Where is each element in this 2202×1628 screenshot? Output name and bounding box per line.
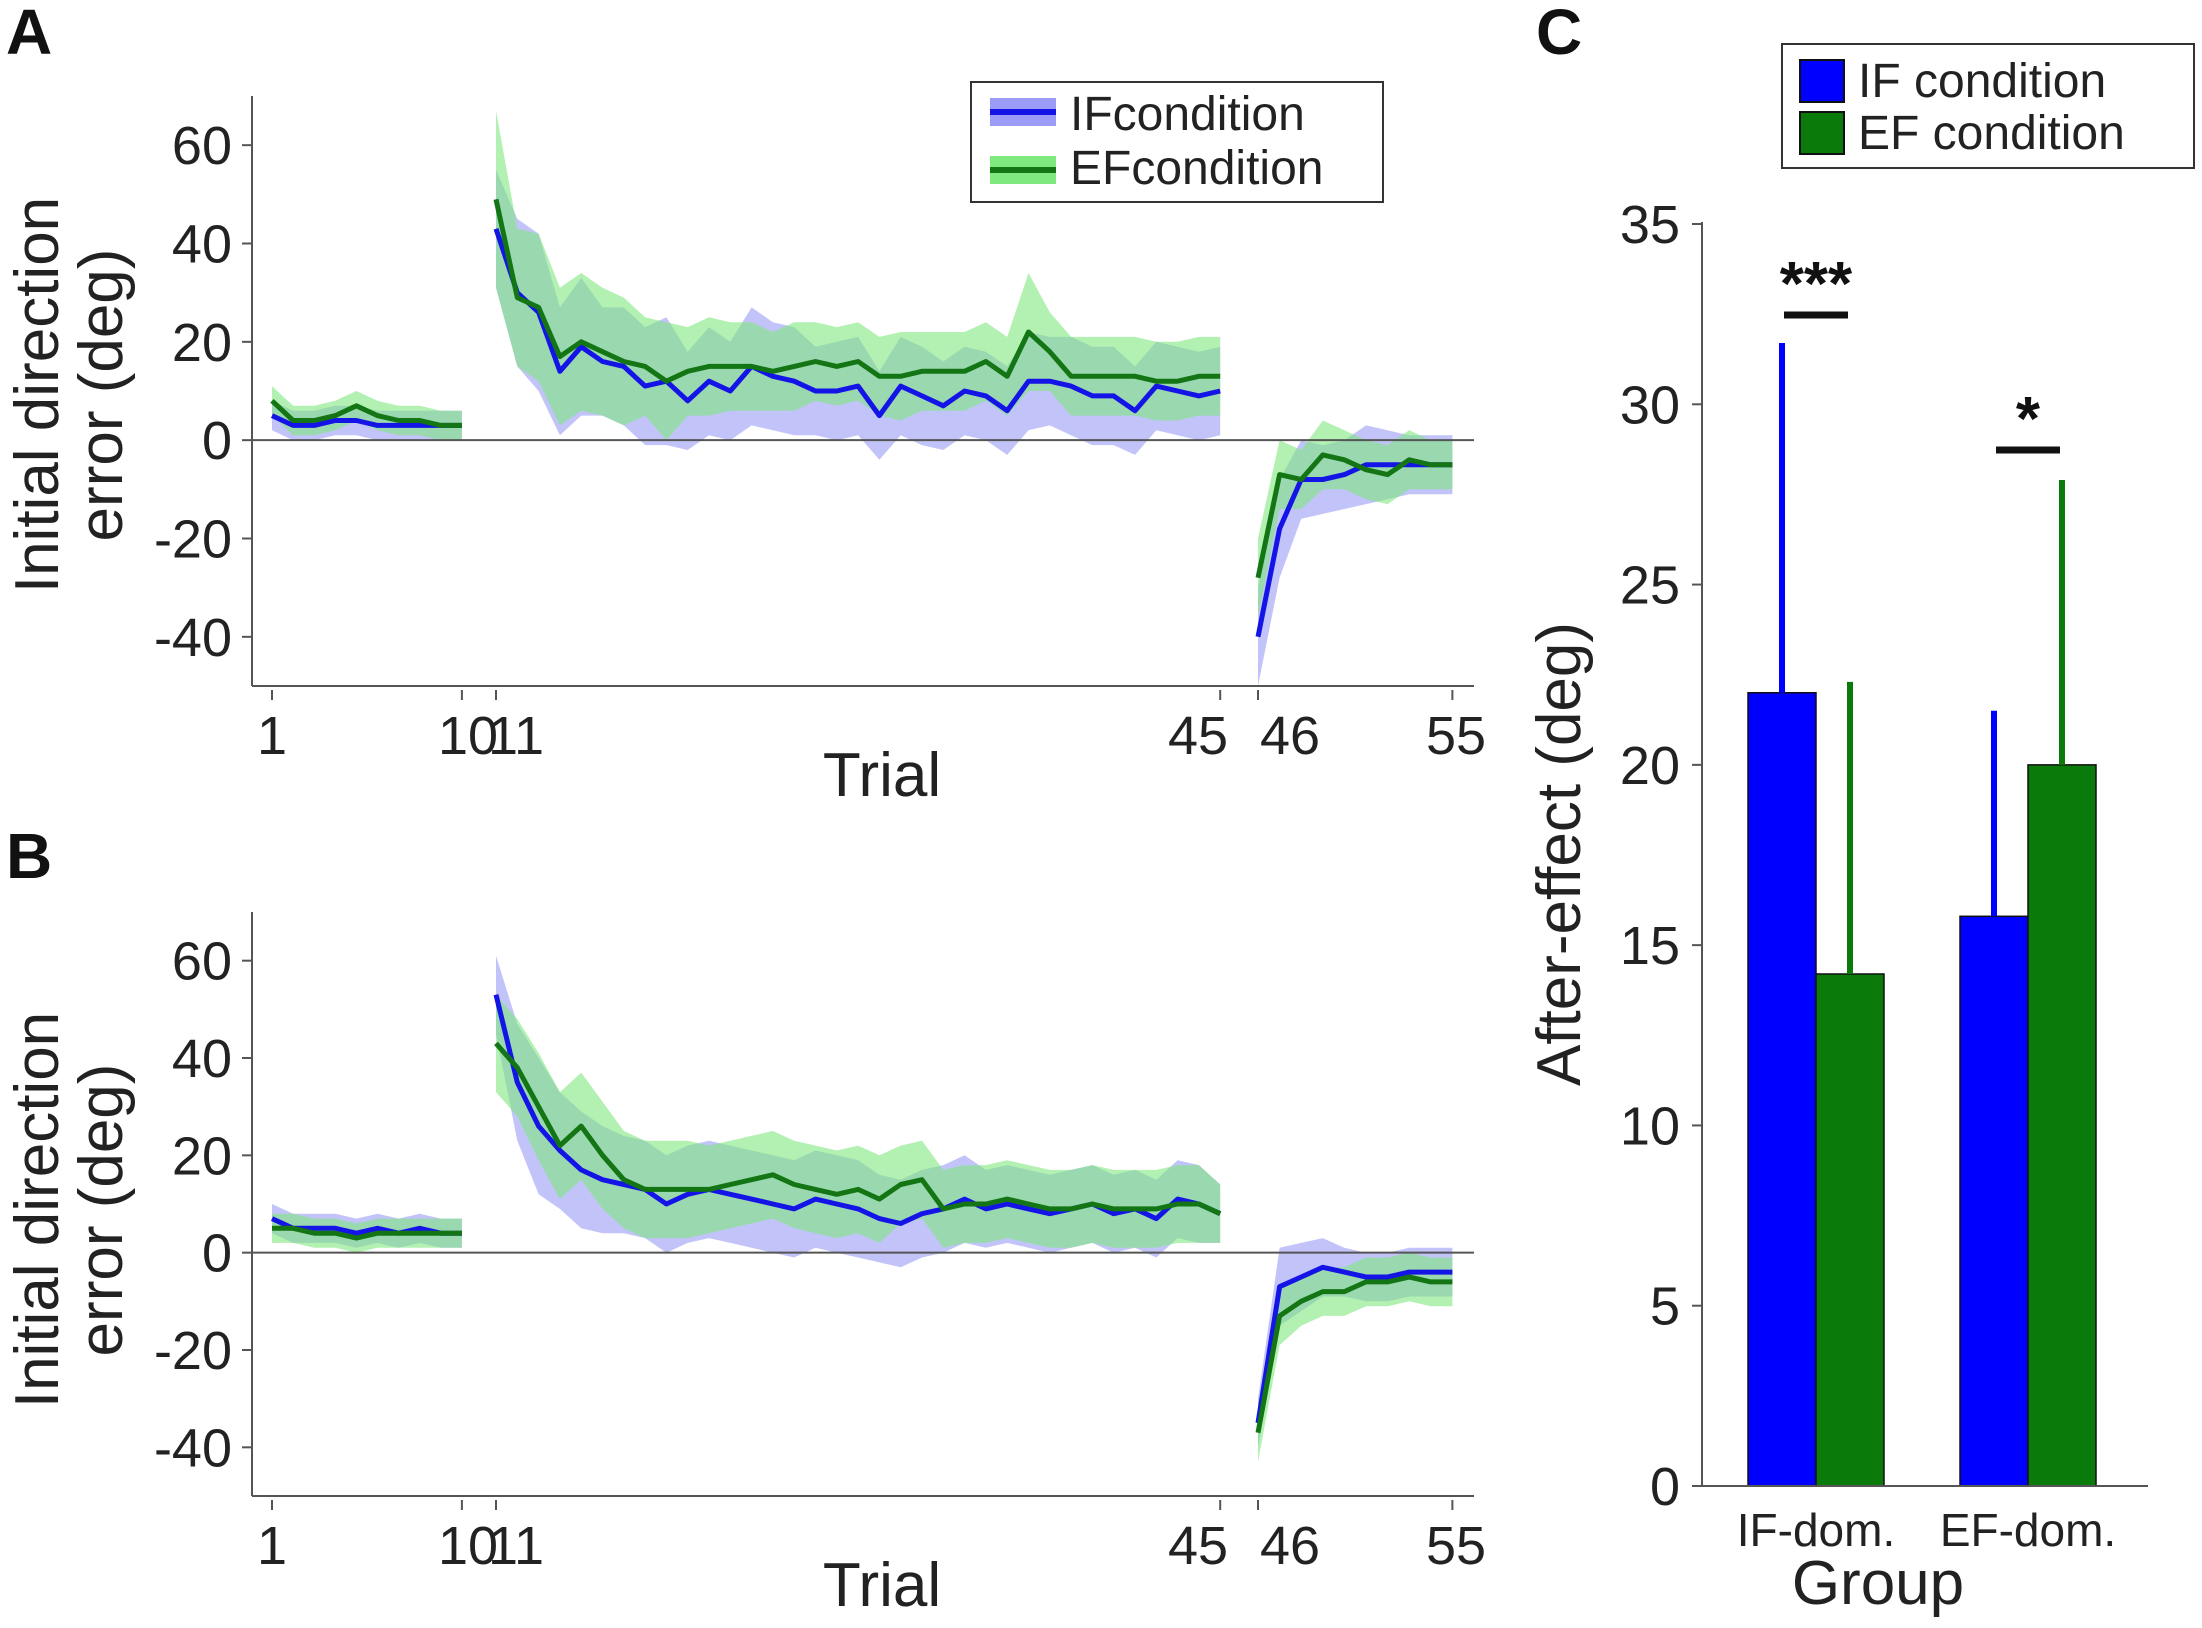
y-tick-label: 0 [1650,1457,1680,1517]
band-ef-segment-2 [496,994,1221,1248]
y-tick-label: 60 [172,932,232,992]
line-ef-segment-3 [1255,452,1453,579]
band-ef-segment-3 [1258,1252,1453,1462]
y-tick-label: -20 [154,510,232,570]
y-tick-label: 15 [1620,916,1680,976]
bar-if-ef-dom [1959,915,2029,1487]
x-tick-label: 11 [488,706,544,766]
legend-if-label: IF condition [1858,55,2106,108]
x-tick-label: 45 [1168,706,1228,766]
line-ef-segment-2 [494,1041,1222,1216]
y-tick-label: 40 [172,1029,232,1089]
legend-ef-label: EFcondition [1070,142,1323,195]
band-ef-segment-2 [496,110,1221,441]
y-tick-label: 25 [1620,556,1680,616]
x-tick-label: 45 [1168,1516,1228,1576]
panel-a-y-label-line1: Initial direction [3,197,72,593]
line-if-segment-2 [493,228,1221,419]
x-tick-label: 10 [438,1516,498,1576]
x-category-label: IF-dom. [1737,1504,1895,1556]
panel-c-significance: **** [1780,250,2060,454]
legend-ef-label: EF condition [1858,107,2125,160]
x-tick-label: 55 [1426,1516,1486,1576]
panel-b-y-ticks: 60 40 20 0 -20 -40 [154,932,252,1478]
x-tick-label: 1 [257,1516,287,1576]
y-tick-label: 40 [172,215,232,275]
panel-b-y-label-line2: error (deg) [67,1064,136,1357]
x-category-label: EF-dom. [1940,1504,2116,1556]
panel-b-letter: B [6,820,52,892]
y-tick-label: 30 [1620,375,1680,435]
legend-box [1781,43,2195,169]
y-tick-label: 10 [1620,1096,1680,1156]
y-tick-label: -40 [154,1418,232,1478]
bar-ef-ef-dom [2027,764,2097,1487]
y-tick-label: 60 [172,116,232,176]
bar-if-if-dom [1747,691,1817,1487]
y-tick-label: -20 [154,1321,232,1381]
x-tick-label: 11 [488,1516,544,1576]
line-if-segment-3 [1255,1264,1453,1424]
y-tick-label: 20 [1620,736,1680,796]
significance-label: * [2016,385,2041,454]
panel-c-legend: IF condition EF condition [1781,43,2195,169]
y-tick-label: 20 [172,313,232,373]
x-tick-label: 46 [1260,1516,1320,1576]
legend-ef-swatch [1799,111,1845,155]
panel-a-x-label: Trial [823,741,941,810]
y-tick-label: 5 [1650,1277,1680,1337]
line-ef-segment-3 [1255,1274,1453,1434]
panel-b-y-label-line1: Initial direction [3,1012,72,1408]
bar-ef-if-dom [1815,973,1885,1487]
panel-a-letter: A [6,0,52,68]
x-tick-label: 46 [1260,706,1320,766]
panel-c-y-ticks: 0 5 10 15 20 25 30 35 [1620,195,1702,1517]
y-tick-label: 0 [202,411,232,471]
line-ef-segment-2 [493,198,1221,384]
significance-label: *** [1780,250,1853,319]
panel-c-y-label: After-effect (deg) [1525,622,1594,1086]
y-tick-label: 35 [1620,195,1680,255]
x-tick-label: 10 [438,706,498,766]
legend-if-label: IFcondition [1070,88,1305,141]
panel-b-x-label: Trial [823,1551,941,1620]
line-ef-segment-1 [272,1225,462,1241]
y-tick-label: -40 [154,608,232,668]
panel-b-lines [270,994,1453,1434]
line-ef-segment-1 [270,398,462,428]
x-tick-label: 1 [257,706,287,766]
x-tick-label: 55 [1426,706,1486,766]
panel-c-x-ticks: IF-dom. EF-dom. [1737,1504,2116,1556]
panel-c-bars [1747,691,2097,1487]
panel-c-error-bars [1779,342,2065,974]
legend-if-swatch [1799,59,1845,103]
panel-a-legend: IFcondition EFcondition [970,81,1384,203]
panel-a-lines [270,198,1453,638]
panel-a-y-ticks: 60 40 20 0 -20 -40 [154,116,252,668]
panel-c-x-label: Group [1792,1549,1964,1618]
panel-c-letter: C [1536,0,1582,68]
y-tick-label: 0 [202,1224,232,1284]
panel-a-y-label-line2: error (deg) [67,249,136,542]
y-tick-label: 20 [172,1126,232,1186]
